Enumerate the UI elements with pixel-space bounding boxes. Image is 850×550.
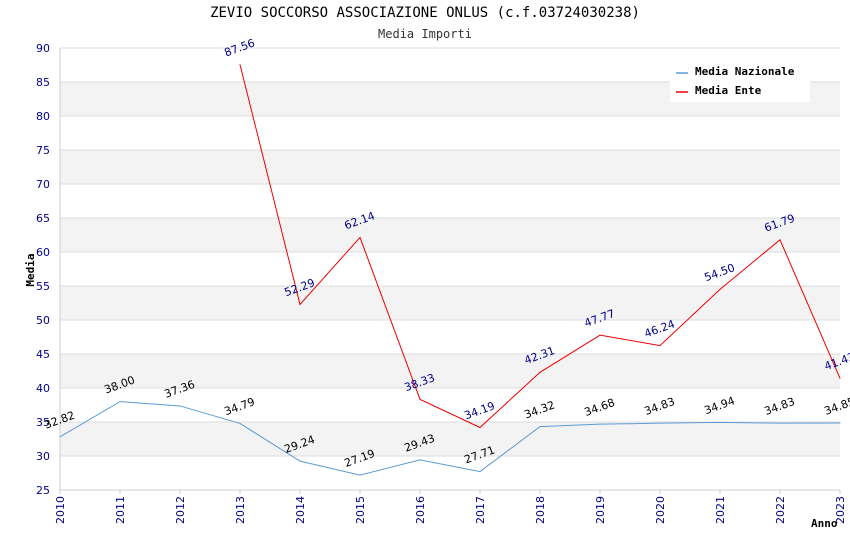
data-point	[59, 436, 61, 438]
data-point	[779, 239, 781, 241]
y-tick-label: 90	[36, 42, 50, 55]
data-point	[479, 471, 481, 473]
x-tick-label: 2011	[114, 496, 127, 524]
data-point	[239, 64, 241, 66]
data-label: 34.85	[823, 395, 850, 418]
x-tick-label: 2014	[294, 496, 307, 524]
data-label: 34.83	[643, 395, 677, 418]
data-point	[419, 459, 421, 461]
x-tick-label: 2018	[534, 496, 547, 524]
data-point	[599, 423, 601, 425]
y-tick-label: 70	[36, 178, 50, 191]
data-label: 34.19	[463, 399, 497, 422]
x-tick-label: 2019	[594, 496, 607, 524]
data-point	[839, 422, 841, 424]
y-tick-label: 60	[36, 246, 50, 259]
data-point	[599, 334, 601, 336]
chart-subtitle: Media Importi	[378, 27, 472, 41]
data-point	[779, 422, 781, 424]
y-tick-labels: 25 30 35 40 45 50 55 60 65 70 75 80 85 90	[36, 42, 50, 497]
x-tick-label: 2022	[774, 496, 787, 524]
x-tick-label: 2016	[414, 496, 427, 524]
data-label: 34.83	[763, 395, 797, 418]
data-label: 46.24	[643, 317, 677, 340]
data-label: 34.79	[223, 395, 257, 418]
y-tick-label: 50	[36, 314, 50, 327]
grid-bands	[60, 82, 840, 456]
x-tick-label: 2015	[354, 496, 367, 524]
x-tick-label: 2021	[714, 496, 727, 524]
x-tick-label: 2013	[234, 496, 247, 524]
y-tick-label: 80	[36, 110, 50, 123]
data-point	[839, 377, 841, 379]
y-tick-label: 75	[36, 144, 50, 157]
x-tick-label: 2010	[54, 496, 67, 524]
data-point	[239, 422, 241, 424]
data-label: 87.56	[223, 36, 257, 59]
grid-band	[60, 218, 840, 252]
x-axis-label: Anno	[811, 517, 838, 530]
data-point	[359, 236, 361, 238]
y-tick-label: 85	[36, 76, 50, 89]
x-tick-label: 2017	[474, 496, 487, 524]
data-point	[659, 422, 661, 424]
axes	[59, 48, 841, 494]
data-label: 34.94	[703, 394, 737, 417]
y-tick-label: 35	[36, 416, 50, 429]
grid-band	[60, 422, 840, 456]
grid-band	[60, 150, 840, 184]
data-point	[359, 474, 361, 476]
legend-box	[670, 60, 810, 102]
x-tick-label: 2023	[834, 496, 847, 524]
x-tick-label: 2020	[654, 496, 667, 524]
grid-band	[60, 286, 840, 320]
data-point	[419, 398, 421, 400]
x-tick-labels: 2010 2011 2012 2013 2014 2015 2016 2017 2018 2019…	[54, 496, 847, 524]
data-point	[539, 426, 541, 428]
y-tick-label: 45	[36, 348, 50, 361]
data-point	[119, 401, 121, 403]
series-line-media-nazionale	[59, 401, 841, 476]
chart-title: ZEVIO SOCCORSO ASSOCIAZIONE ONLUS (c.f.0…	[210, 5, 640, 21]
legend: Media Nazionale Media Ente	[670, 60, 810, 102]
data-label: 34.32	[523, 398, 557, 421]
data-point	[299, 460, 301, 462]
y-tick-label: 40	[36, 382, 50, 395]
y-tick-label: 30	[36, 450, 50, 463]
grid-band	[60, 354, 840, 388]
series-lines	[59, 64, 841, 476]
legend-label-media-ente: Media Ente	[695, 84, 762, 97]
y-tick-label: 25	[36, 484, 50, 497]
data-point	[179, 405, 181, 407]
data-label: 54.50	[703, 261, 737, 284]
data-label: 34.68	[583, 396, 617, 419]
data-point	[719, 288, 721, 290]
data-point	[539, 371, 541, 373]
x-tick-label: 2012	[174, 496, 187, 524]
data-point	[659, 345, 661, 347]
y-tick-label: 55	[36, 280, 50, 293]
y-tick-label: 65	[36, 212, 50, 225]
data-point	[479, 427, 481, 429]
legend-label-media-nazionale: Media Nazionale	[695, 65, 795, 78]
y-axis-label: Media	[24, 253, 37, 286]
data-point	[299, 303, 301, 305]
data-point	[719, 421, 721, 423]
